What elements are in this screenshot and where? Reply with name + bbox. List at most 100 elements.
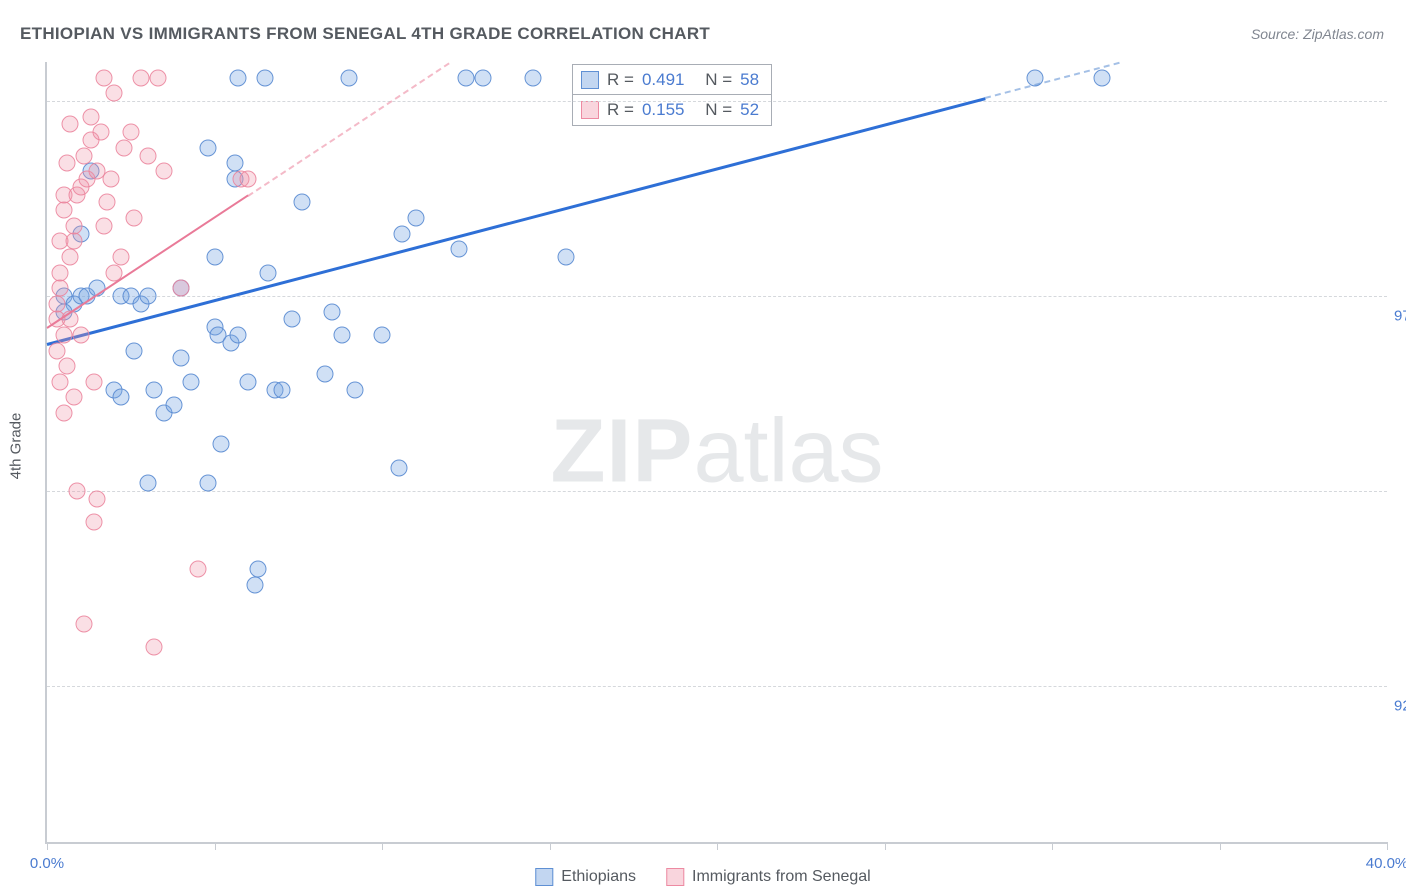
x-tick xyxy=(215,842,216,850)
data-point xyxy=(116,139,133,156)
data-point xyxy=(52,280,69,297)
data-point xyxy=(283,311,300,328)
data-point xyxy=(250,561,267,578)
data-point xyxy=(199,475,216,492)
x-tick xyxy=(1052,842,1053,850)
trend-line xyxy=(47,97,986,346)
data-point xyxy=(85,514,102,531)
data-point xyxy=(95,69,112,86)
swatch-blue-icon xyxy=(535,868,553,886)
data-point xyxy=(183,373,200,390)
gridline xyxy=(47,491,1387,492)
data-point xyxy=(229,69,246,86)
source-attribution: Source: ZipAtlas.com xyxy=(1251,26,1384,42)
legend-label-ethiopians: Ethiopians xyxy=(561,868,636,886)
x-tick xyxy=(550,842,551,850)
data-point xyxy=(333,327,350,344)
data-point xyxy=(524,69,541,86)
data-point xyxy=(146,639,163,656)
data-point xyxy=(85,373,102,390)
data-point xyxy=(92,124,109,141)
y-axis-label: 4th Grade xyxy=(8,413,25,480)
x-tick xyxy=(885,842,886,850)
data-point xyxy=(374,327,391,344)
data-point xyxy=(52,264,69,281)
data-point xyxy=(273,381,290,398)
n-value-senegal: 52 xyxy=(740,99,759,121)
watermark: ZIPatlas xyxy=(550,401,883,504)
data-point xyxy=(173,350,190,367)
swatch-pink-icon xyxy=(666,868,684,886)
data-point xyxy=(95,217,112,234)
data-point xyxy=(62,249,79,266)
swatch-blue-icon xyxy=(581,71,599,89)
data-point xyxy=(240,373,257,390)
data-point xyxy=(199,139,216,156)
data-point xyxy=(49,295,66,312)
data-point xyxy=(166,397,183,414)
data-point xyxy=(240,171,257,188)
n-value-ethiopians: 58 xyxy=(740,69,759,91)
data-point xyxy=(65,233,82,250)
data-point xyxy=(55,202,72,219)
data-point xyxy=(1094,69,1111,86)
watermark-zip: ZIP xyxy=(550,402,693,502)
plot-area: ZIPatlas R = 0.491 N = 58 R = 0.155 N = … xyxy=(45,62,1387,844)
data-point xyxy=(206,249,223,266)
legend-item-ethiopians: Ethiopians xyxy=(535,868,636,886)
x-tick xyxy=(47,842,48,850)
data-point xyxy=(146,381,163,398)
x-tick-label: 0.0% xyxy=(30,855,64,872)
legend-label-senegal: Immigrants from Senegal xyxy=(692,868,871,886)
data-point xyxy=(407,210,424,227)
data-point xyxy=(451,241,468,258)
data-point xyxy=(347,381,364,398)
data-point xyxy=(323,303,340,320)
x-tick xyxy=(717,842,718,850)
data-point xyxy=(55,327,72,344)
data-point xyxy=(69,483,86,500)
data-point xyxy=(390,459,407,476)
x-tick-label: 40.0% xyxy=(1366,855,1406,872)
gridline xyxy=(47,296,1387,297)
bottom-legend: Ethiopians Immigrants from Senegal xyxy=(535,868,870,886)
data-point xyxy=(65,217,82,234)
n-label: N = xyxy=(705,69,732,91)
data-point xyxy=(226,155,243,172)
x-tick xyxy=(382,842,383,850)
data-point xyxy=(59,358,76,375)
x-tick xyxy=(1387,842,1388,850)
legend-item-senegal: Immigrants from Senegal xyxy=(666,868,871,886)
n-label: N = xyxy=(705,99,732,121)
data-point xyxy=(139,147,156,164)
data-point xyxy=(102,171,119,188)
data-point xyxy=(75,147,92,164)
r-value-ethiopians: 0.491 xyxy=(642,69,685,91)
data-point xyxy=(317,366,334,383)
data-point xyxy=(149,69,166,86)
data-point xyxy=(213,436,230,453)
stats-box-senegal: R = 0.155 N = 52 xyxy=(572,94,772,126)
data-point xyxy=(558,249,575,266)
data-point xyxy=(112,249,129,266)
swatch-pink-icon xyxy=(581,101,599,119)
data-point xyxy=(246,576,263,593)
y-tick-label: 92.5% xyxy=(1394,698,1406,715)
data-point xyxy=(62,116,79,133)
r-value-senegal: 0.155 xyxy=(642,99,685,121)
x-tick xyxy=(1220,842,1221,850)
data-point xyxy=(457,69,474,86)
data-point xyxy=(122,124,139,141)
r-label: R = xyxy=(607,99,634,121)
data-point xyxy=(394,225,411,242)
data-point xyxy=(112,389,129,406)
data-point xyxy=(52,373,69,390)
data-point xyxy=(126,342,143,359)
data-point xyxy=(59,155,76,172)
data-point xyxy=(340,69,357,86)
gridline xyxy=(47,101,1387,102)
data-point xyxy=(256,69,273,86)
data-point xyxy=(173,280,190,297)
data-point xyxy=(474,69,491,86)
chart-container: ETHIOPIAN VS IMMIGRANTS FROM SENEGAL 4TH… xyxy=(0,0,1406,892)
